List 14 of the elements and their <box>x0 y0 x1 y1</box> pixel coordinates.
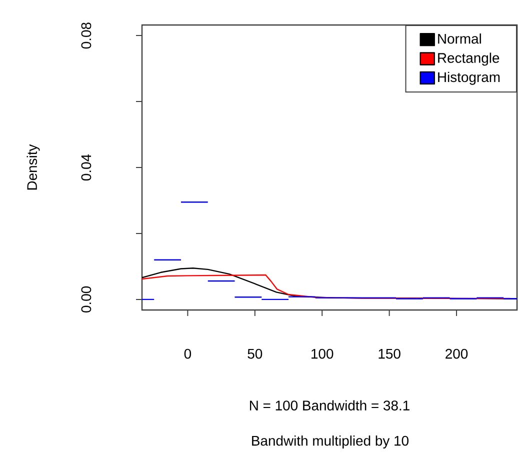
text: Bandwith multiplied by 10 <box>252 435 409 448</box>
legend-label: Rectangle <box>438 52 500 66</box>
x-tick-label: 200 <box>446 348 468 359</box>
y-tick-label: 0.00 <box>81 286 92 312</box>
y-axis-title: Density <box>26 144 40 190</box>
legend-label: Normal <box>438 33 481 44</box>
x-axis-title: N = 100 Bandwidth = 38.1 <box>250 400 410 410</box>
y-tick-label: 0.08 <box>81 22 92 49</box>
x-tick-label: 0 <box>184 348 192 359</box>
x-tick-label: 50 <box>248 348 262 359</box>
legend-label: Histogram <box>438 72 500 85</box>
x-tick-label: 150 <box>378 348 400 359</box>
y-tick-label: 0.04 <box>81 154 92 181</box>
x-tick-label: 100 <box>312 348 334 359</box>
